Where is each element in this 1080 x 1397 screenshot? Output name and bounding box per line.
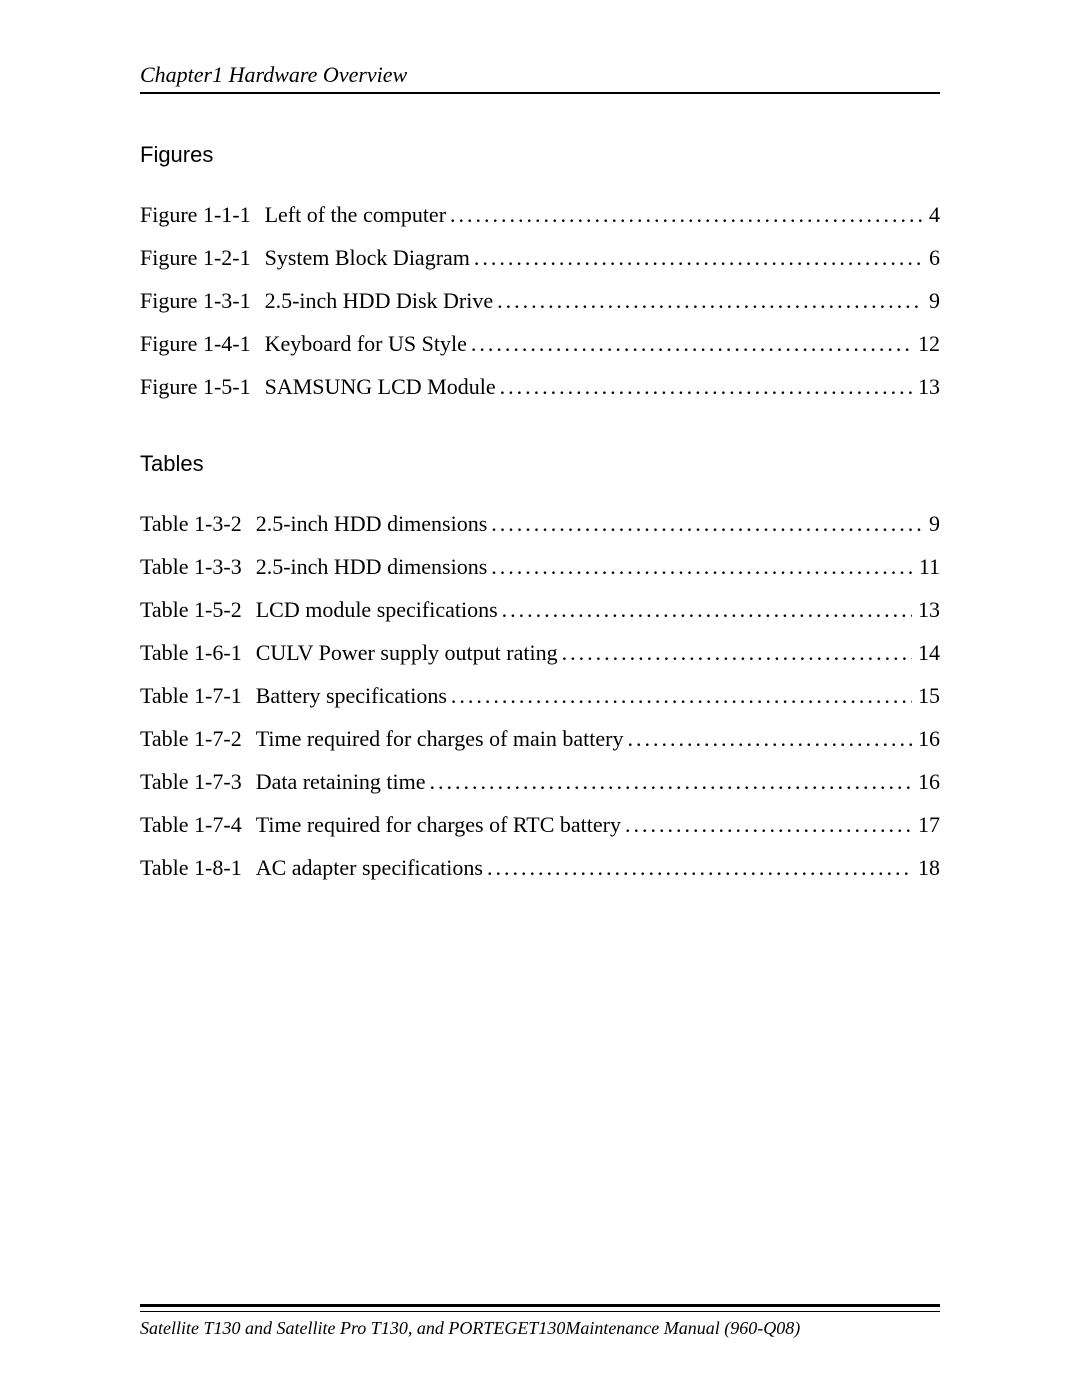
toc-sections: Figures Figure 1-1-1Left of the computer.… xyxy=(140,142,940,884)
toc-entry-label: Figure 1-4-1 xyxy=(140,327,265,360)
toc-entry-page: 11 xyxy=(913,550,940,583)
toc-row: Table 1-3-22.5-inch HDD dimensions......… xyxy=(140,507,940,540)
toc-list: Figure 1-1-1Left of the computer........… xyxy=(140,198,940,403)
toc-entry-title: Left of the computer xyxy=(265,198,446,231)
toc-entry-label: Table 1-7-2 xyxy=(140,722,256,755)
toc-row: Table 1-7-2Time required for charges of … xyxy=(140,722,940,755)
toc-row: Table 1-5-2LCD module specifications....… xyxy=(140,593,940,626)
footer-text: Satellite T130 and Satellite Pro T130, a… xyxy=(140,1318,940,1339)
toc-entry-page: 16 xyxy=(912,722,940,755)
toc-entry-page: 4 xyxy=(923,198,940,231)
section-heading: Figures xyxy=(140,142,940,168)
toc-entry-title: Data retaining time xyxy=(256,765,426,798)
toc-row: Table 1-8-1AC adapter specifications....… xyxy=(140,851,940,884)
toc-entry-page: 6 xyxy=(923,241,940,274)
toc-entry-label: Table 1-7-3 xyxy=(140,765,256,798)
toc-leader-dots: ........................................… xyxy=(498,593,912,626)
toc-entry-page: 18 xyxy=(912,851,940,884)
toc-entry-title: SAMSUNG LCD Module xyxy=(265,370,496,403)
toc-entry-label: Figure 1-3-1 xyxy=(140,284,265,317)
toc-entry-title: Battery specifications xyxy=(256,679,447,712)
toc-list: Table 1-3-22.5-inch HDD dimensions......… xyxy=(140,507,940,884)
page: Chapter1 Hardware Overview FiguresFigure… xyxy=(0,0,1080,1397)
toc-row: Table 1-3-32.5-inch HDD dimensions......… xyxy=(140,550,940,583)
toc-row: Table 1-7-1 Battery specifications......… xyxy=(140,679,940,712)
toc-row: Figure 1-5-1SAMSUNG LCD Module..........… xyxy=(140,370,940,403)
toc-leader-dots: ........................................… xyxy=(446,198,923,231)
toc-row: Figure 1-4-1Keyboard for US Style.......… xyxy=(140,327,940,360)
toc-entry-label: Figure 1-2-1 xyxy=(140,241,265,274)
chapter-header: Chapter1 Hardware Overview xyxy=(140,62,940,94)
toc-entry-label: Table 1-8-1 xyxy=(140,851,256,884)
toc-entry-title: 2.5-inch HDD dimensions xyxy=(256,507,488,540)
toc-entry-label: Table 1-7-4 xyxy=(140,808,256,841)
toc-row: Figure 1-2-1System Block Diagram........… xyxy=(140,241,940,274)
toc-leader-dots: ........................................… xyxy=(493,284,923,317)
section-heading: Tables xyxy=(140,451,940,477)
toc-entry-title: Keyboard for US Style xyxy=(265,327,467,360)
toc-entry-title: 2.5-inch HDD dimensions xyxy=(256,550,488,583)
toc-leader-dots: ........................................… xyxy=(621,808,912,841)
toc-entry-page: 9 xyxy=(923,507,940,540)
toc-leader-dots: ........................................… xyxy=(558,636,912,669)
toc-entry-page: 13 xyxy=(912,370,940,403)
toc-entry-title: Time required for charges of RTC battery xyxy=(256,808,621,841)
toc-entry-title: AC adapter specifications xyxy=(256,851,483,884)
toc-entry-page: 17 xyxy=(912,808,940,841)
page-content: Chapter1 Hardware Overview FiguresFigure… xyxy=(140,62,940,894)
toc-row: Table 1-6-1CULV Power supply output rati… xyxy=(140,636,940,669)
toc-leader-dots: ........................................… xyxy=(623,722,912,755)
toc-leader-dots: ........................................… xyxy=(483,851,912,884)
toc-entry-label: Figure 1-1-1 xyxy=(140,198,265,231)
toc-leader-dots: ........................................… xyxy=(487,550,913,583)
toc-row: Table 1-7-3Data retaining time..........… xyxy=(140,765,940,798)
toc-leader-dots: ........................................… xyxy=(470,241,923,274)
toc-entry-page: 14 xyxy=(912,636,940,669)
toc-leader-dots: ........................................… xyxy=(496,370,912,403)
toc-leader-dots: ........................................… xyxy=(467,327,912,360)
toc-row: Figure 1-3-12.5-inch HDD Disk Drive.....… xyxy=(140,284,940,317)
toc-entry-page: 9 xyxy=(923,284,940,317)
toc-entry-page: 12 xyxy=(912,327,940,360)
toc-entry-label: Table 1-7-1 xyxy=(140,679,256,712)
toc-entry-label: Table 1-5-2 xyxy=(140,593,256,626)
footer-rule xyxy=(140,1304,940,1312)
toc-entry-title: 2.5-inch HDD Disk Drive xyxy=(265,284,494,317)
toc-entry-title: System Block Diagram xyxy=(265,241,470,274)
toc-entry-page: 16 xyxy=(912,765,940,798)
toc-entry-label: Figure 1-5-1 xyxy=(140,370,265,403)
toc-entry-title: LCD module specifications xyxy=(256,593,498,626)
toc-entry-page: 13 xyxy=(912,593,940,626)
toc-leader-dots: ........................................… xyxy=(426,765,912,798)
toc-entry-title: Time required for charges of main batter… xyxy=(256,722,624,755)
toc-row: Table 1-7-4Time required for charges of … xyxy=(140,808,940,841)
toc-leader-dots: ........................................… xyxy=(487,507,923,540)
toc-entry-label: Table 1-3-3 xyxy=(140,550,256,583)
toc-row: Figure 1-1-1Left of the computer........… xyxy=(140,198,940,231)
toc-entry-page: 15 xyxy=(912,679,940,712)
page-footer: Satellite T130 and Satellite Pro T130, a… xyxy=(140,1304,940,1339)
toc-entry-label: Table 1-3-2 xyxy=(140,507,256,540)
toc-entry-label: Table 1-6-1 xyxy=(140,636,256,669)
toc-entry-title: CULV Power supply output rating xyxy=(256,636,558,669)
toc-leader-dots: ........................................… xyxy=(447,679,912,712)
